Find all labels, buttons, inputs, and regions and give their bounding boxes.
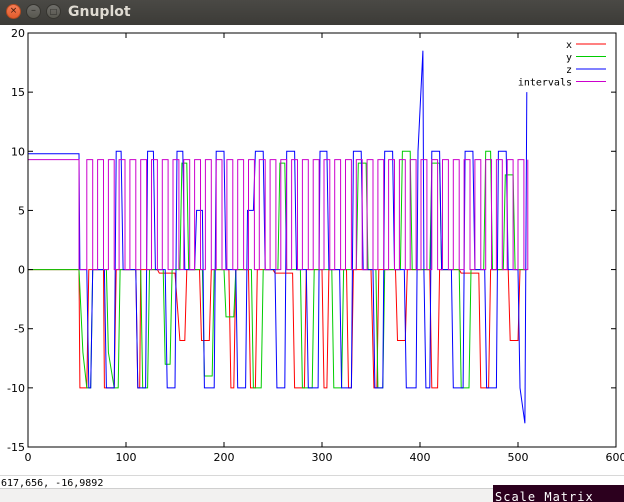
x-tick-label: 600 (606, 451, 624, 464)
series-line-intervals (28, 159, 529, 271)
plot-canvas[interactable]: 0 100 200 300 400 500 600 -15 -10 -5 0 5 10 15 20 xyzi… (0, 25, 624, 475)
x-tick-label: 100 (116, 451, 137, 464)
x-tick-label: 200 (214, 451, 235, 464)
series-layer (28, 50, 529, 424)
legend-label-x: x (566, 40, 572, 51)
background-window-strip (0, 488, 624, 502)
y-tick-label: -15 (7, 441, 25, 454)
legend-label-intervals: intervals (518, 78, 572, 89)
legend-label-z: z (566, 65, 572, 76)
axis-layer: 0 100 200 300 400 500 600 -15 -10 -5 0 5 10 15 20 (7, 27, 624, 464)
y-tick-label: 0 (18, 264, 25, 277)
background-terminal-text: Scale Matrix (495, 490, 594, 502)
x-tick-label: 0 (25, 451, 32, 464)
background-terminal[interactable]: Scale Matrix (493, 485, 624, 502)
y-tick-label: 10 (11, 145, 25, 158)
y-tick-label: 15 (11, 86, 25, 99)
minimize-icon[interactable]: – (26, 4, 41, 19)
maximize-icon[interactable]: □ (46, 4, 61, 19)
mouse-coordinates: 617,656, -16,9892 (1, 478, 104, 489)
y-tick-label: -10 (7, 382, 25, 395)
y-tick-label: -5 (14, 323, 25, 336)
legend: xyz intervals (518, 40, 606, 89)
x-tick-label: 500 (508, 451, 529, 464)
y-tick-label: 20 (11, 27, 25, 40)
window-title: Gnuplot (68, 4, 131, 20)
x-tick-label: 400 (410, 451, 431, 464)
legend-label-y: y (566, 53, 572, 64)
y-tick-label: 5 (18, 204, 25, 217)
series-line-z (28, 50, 528, 424)
close-icon[interactable]: × (6, 4, 21, 19)
x-tick-label: 300 (312, 451, 333, 464)
title-bar: × – □ Gnuplot (0, 0, 624, 25)
